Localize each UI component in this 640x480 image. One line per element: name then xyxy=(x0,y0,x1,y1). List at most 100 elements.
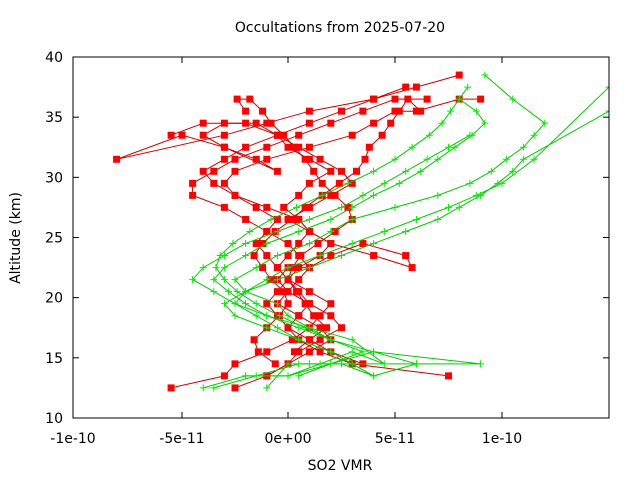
data-point-square xyxy=(323,324,331,332)
data-point-plus xyxy=(434,191,442,199)
data-point-square xyxy=(402,83,410,91)
data-point-square xyxy=(327,119,335,127)
data-point-square xyxy=(284,288,292,296)
data-point-square xyxy=(412,107,420,115)
data-point-plus xyxy=(305,264,313,272)
data-point-square xyxy=(352,167,360,175)
data-point-plus xyxy=(519,155,527,163)
data-point-plus xyxy=(263,276,271,284)
data-point-plus xyxy=(212,264,220,272)
data-point-square xyxy=(305,179,313,187)
data-point-plus xyxy=(464,83,472,91)
data-point-plus xyxy=(252,300,260,308)
data-point-plus xyxy=(412,215,420,223)
data-point-plus xyxy=(370,372,378,380)
data-point-square xyxy=(305,107,313,115)
data-point-plus xyxy=(231,276,239,284)
data-point-plus xyxy=(229,240,237,248)
data-point-square xyxy=(242,119,250,127)
data-point-plus xyxy=(498,179,506,187)
plot-frame xyxy=(72,56,610,419)
profile-line xyxy=(203,86,609,389)
data-point-square xyxy=(233,95,241,103)
data-point-plus xyxy=(487,167,495,175)
data-point-square xyxy=(338,324,345,332)
data-point-square xyxy=(263,227,271,235)
data-point-square xyxy=(327,252,335,260)
profile-line xyxy=(215,86,469,341)
data-point-square xyxy=(348,179,356,187)
data-point-plus xyxy=(434,215,442,223)
data-point-square xyxy=(250,336,258,344)
data-point-square xyxy=(295,131,303,139)
data-point-plus xyxy=(199,384,207,392)
data-point-plus xyxy=(301,324,309,332)
data-point-square xyxy=(331,227,339,235)
series-layer xyxy=(113,71,609,392)
data-point-square xyxy=(252,155,260,163)
data-point-plus xyxy=(402,167,410,175)
data-point-square xyxy=(338,107,345,115)
data-point-square xyxy=(423,95,431,103)
data-point-square xyxy=(455,71,463,79)
data-point-square xyxy=(231,155,239,163)
data-point-plus xyxy=(273,324,281,332)
data-point-plus xyxy=(242,300,250,308)
data-point-plus xyxy=(605,83,609,91)
data-point-plus xyxy=(472,191,480,199)
y-tick-label: 25 xyxy=(45,231,63,247)
data-point-square xyxy=(167,384,175,392)
data-point-square xyxy=(316,155,324,163)
data-point-square xyxy=(263,348,271,356)
data-point-square xyxy=(370,95,378,103)
profile-line xyxy=(213,74,546,389)
x-tick-label: -5e-11 xyxy=(159,431,204,447)
data-point-square xyxy=(365,143,373,151)
data-point-square xyxy=(189,179,197,187)
data-point-square xyxy=(402,252,410,260)
data-point-square xyxy=(305,288,313,296)
data-point-plus xyxy=(447,107,455,115)
data-point-plus xyxy=(316,252,324,260)
data-point-plus xyxy=(295,372,303,380)
data-point-plus xyxy=(225,288,233,296)
data-point-square xyxy=(290,348,298,356)
data-point-square xyxy=(316,348,324,356)
data-point-plus xyxy=(509,167,517,175)
data-point-plus xyxy=(305,360,313,368)
data-point-plus xyxy=(481,71,489,79)
data-point-plus xyxy=(359,191,367,199)
data-point-plus xyxy=(466,179,474,187)
data-point-plus xyxy=(438,119,446,127)
data-point-square xyxy=(316,312,324,320)
profile-line xyxy=(191,134,471,389)
data-point-plus xyxy=(348,215,356,223)
data-point-square xyxy=(316,324,324,332)
data-point-plus xyxy=(541,119,549,127)
data-point-square xyxy=(288,264,296,272)
data-point-plus xyxy=(380,227,388,235)
data-point-square xyxy=(290,143,298,151)
data-point-square xyxy=(412,83,420,91)
data-point-plus xyxy=(408,143,416,151)
data-point-square xyxy=(263,143,271,151)
data-point-plus xyxy=(263,240,271,248)
data-point-square xyxy=(327,312,335,320)
data-point-square xyxy=(316,336,324,344)
data-point-plus xyxy=(344,179,352,187)
y-tick-label: 40 xyxy=(45,50,63,66)
data-point-plus xyxy=(481,119,489,127)
data-point-square xyxy=(295,240,303,248)
data-point-plus xyxy=(273,252,281,260)
data-point-plus xyxy=(395,179,403,187)
data-point-square xyxy=(370,252,378,260)
data-point-plus xyxy=(233,288,241,296)
data-point-square xyxy=(263,300,271,308)
data-point-plus xyxy=(231,300,239,308)
data-point-square xyxy=(231,384,239,392)
data-point-plus xyxy=(327,227,335,235)
data-point-square xyxy=(310,312,318,320)
data-point-square xyxy=(297,252,305,260)
data-point-square xyxy=(408,264,416,272)
data-point-plus xyxy=(605,107,609,115)
